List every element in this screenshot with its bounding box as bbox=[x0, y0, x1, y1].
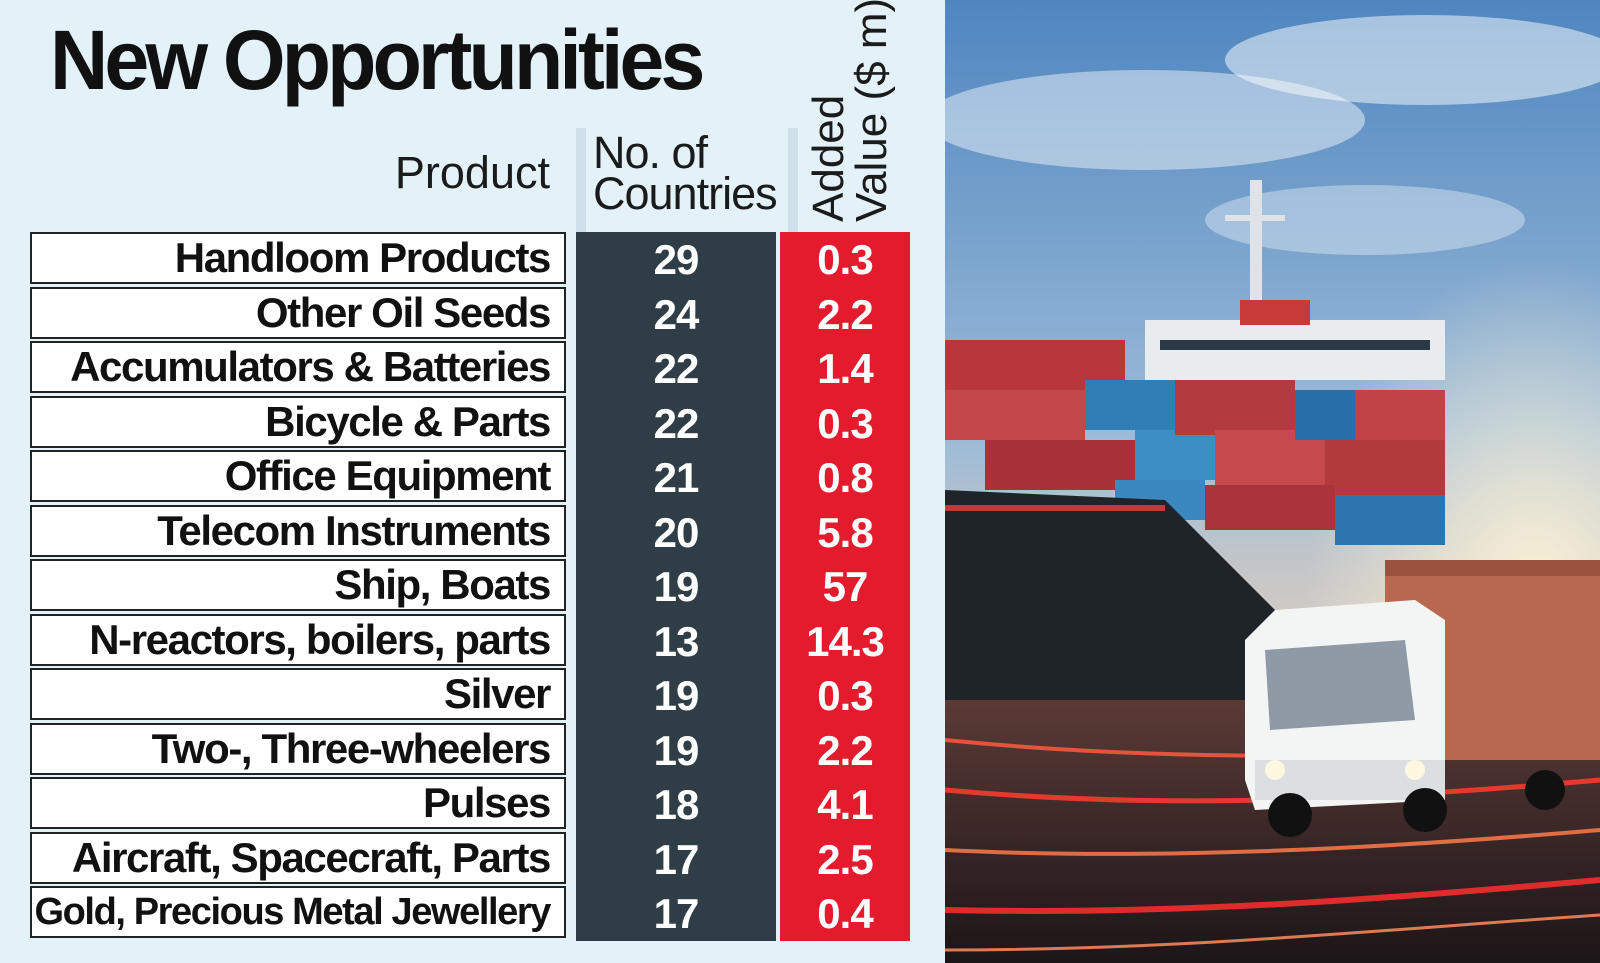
ship-mast bbox=[1250, 180, 1262, 320]
cargo-ship-truck-image bbox=[945, 0, 1600, 963]
countries-cell: 17 bbox=[576, 886, 776, 941]
table-row: Other Oil Seeds 24 2.2 bbox=[30, 286, 925, 341]
countries-cell: 18 bbox=[576, 777, 776, 832]
ship-bridge-windows bbox=[1160, 340, 1430, 350]
ship-funnel bbox=[1240, 300, 1310, 325]
added-value-cell: 57 bbox=[780, 559, 910, 614]
product-cell: Office Equipment bbox=[30, 450, 566, 502]
countries-cell: 19 bbox=[576, 559, 776, 614]
added-value-cell: 0.8 bbox=[780, 450, 910, 505]
countries-cell: 22 bbox=[576, 341, 776, 396]
countries-cell: 17 bbox=[576, 831, 776, 886]
column-header-added-value: Added Value ($ m) bbox=[804, 0, 897, 222]
column-header-added-value-line1: Added bbox=[804, 94, 853, 222]
hull-stripe bbox=[945, 505, 1165, 511]
product-cell: Telecom Instruments bbox=[30, 504, 566, 557]
truck bbox=[1245, 560, 1600, 837]
added-value-cell: 1.4 bbox=[780, 341, 910, 396]
countries-cell: 29 bbox=[576, 232, 776, 287]
table-panel: New Opportunities Product No. of Countri… bbox=[30, 0, 925, 941]
product-cell: Silver bbox=[30, 668, 566, 720]
container-stack bbox=[945, 340, 1445, 545]
value-column-header-shade bbox=[788, 128, 798, 233]
added-value-cell: 0.3 bbox=[780, 395, 910, 450]
countries-cell: 24 bbox=[576, 286, 776, 341]
added-value-cell: 0.3 bbox=[780, 668, 910, 723]
table-body: Handloom Products 29 0.3 Other Oil Seeds 24 2… bbox=[30, 232, 925, 941]
countries-cell: 22 bbox=[576, 395, 776, 450]
countries-cell: 19 bbox=[576, 722, 776, 777]
product-cell: Aircraft, Spacecraft, Parts bbox=[30, 831, 566, 884]
table-row: Pulses 18 4.1 bbox=[30, 777, 925, 832]
chart-title: New Opportunities bbox=[50, 13, 705, 107]
table-row: Handloom Products 29 0.3 bbox=[30, 232, 925, 287]
countries-cell: 21 bbox=[576, 450, 776, 505]
added-value-cell: 2.2 bbox=[780, 286, 910, 341]
table-row: Two-, Three-wheelers 19 2.2 bbox=[30, 722, 925, 777]
countries-cell: 20 bbox=[576, 504, 776, 559]
table-row: Bicycle & Parts 22 0.3 bbox=[30, 395, 925, 450]
product-cell: Pulses bbox=[30, 777, 566, 829]
column-header-countries-line2: Countries bbox=[593, 168, 778, 220]
product-cell: Other Oil Seeds bbox=[30, 286, 566, 339]
added-value-cell: 4.1 bbox=[780, 777, 910, 832]
countries-cell: 19 bbox=[576, 668, 776, 723]
added-value-cell: 2.5 bbox=[780, 831, 910, 886]
table-row: Gold, Precious Metal Jewellery 17 0.4 bbox=[30, 886, 925, 941]
product-cell: Gold, Precious Metal Jewellery bbox=[30, 886, 566, 938]
table-row: N-reactors, boilers, parts 13 14.3 bbox=[30, 613, 925, 668]
product-cell: Ship, Boats bbox=[30, 559, 566, 611]
column-header-countries: No. of Countries bbox=[593, 127, 803, 220]
ship-hull bbox=[945, 490, 1275, 700]
added-value-cell: 5.8 bbox=[780, 504, 910, 559]
table-row: Aircraft, Spacecraft, Parts 17 2.5 bbox=[30, 831, 925, 886]
product-cell: Bicycle & Parts bbox=[30, 395, 566, 448]
table-row: Accumulators & Batteries 22 1.4 bbox=[30, 341, 925, 396]
countries-cell: 13 bbox=[576, 613, 776, 668]
count-column-header-shade bbox=[576, 128, 586, 233]
table-row: Office Equipment 21 0.8 bbox=[30, 450, 925, 505]
column-header-product: Product bbox=[394, 147, 550, 198]
table-row: Silver 19 0.3 bbox=[30, 668, 925, 723]
column-header-countries-line1: No. of bbox=[593, 127, 708, 178]
product-cell: Accumulators & Batteries bbox=[30, 341, 566, 393]
column-header-added-value-line2: Value ($ m) bbox=[847, 0, 897, 222]
added-value-cell: 2.2 bbox=[780, 722, 910, 777]
table-row: Ship, Boats 19 57 bbox=[30, 559, 925, 614]
added-value-cell: 0.4 bbox=[780, 886, 910, 941]
added-value-cell: 14.3 bbox=[780, 613, 910, 668]
product-cell: Two-, Three-wheelers bbox=[30, 722, 566, 775]
product-cell: Handloom Products bbox=[30, 232, 566, 284]
added-value-cell: 0.3 bbox=[780, 232, 910, 287]
table-row: Telecom Instruments 20 5.8 bbox=[30, 504, 925, 559]
ship-mast-crossbar bbox=[1225, 215, 1285, 221]
product-cell: N-reactors, boilers, parts bbox=[30, 613, 566, 666]
